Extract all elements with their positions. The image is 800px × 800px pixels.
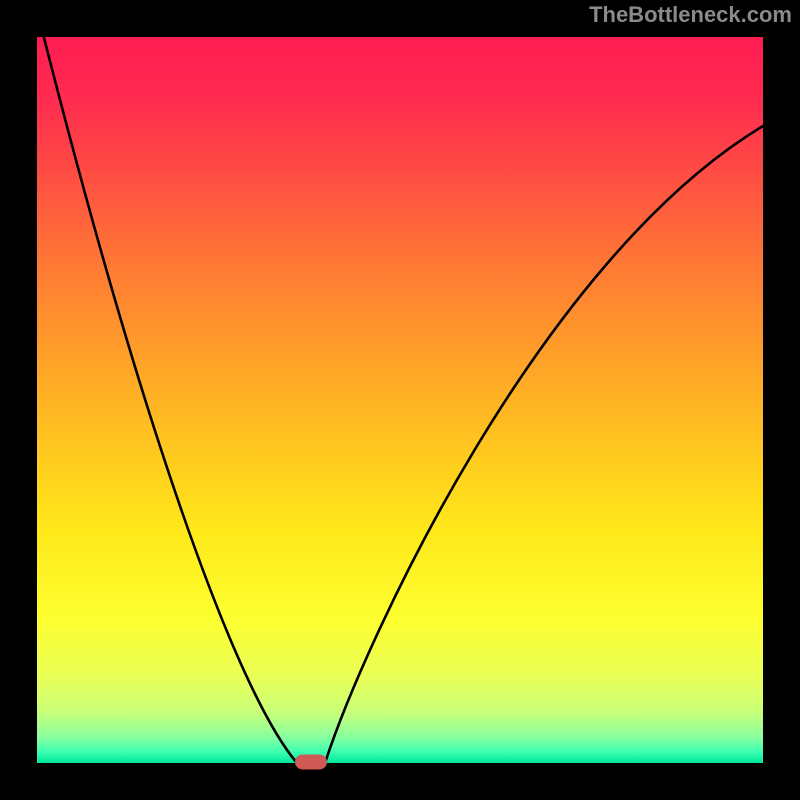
- chart-svg: TheBottleneck.com: [0, 0, 800, 800]
- bottleneck-chart: TheBottleneck.com: [0, 0, 800, 800]
- watermark-text: TheBottleneck.com: [589, 2, 792, 27]
- optimal-point-marker: [295, 755, 327, 770]
